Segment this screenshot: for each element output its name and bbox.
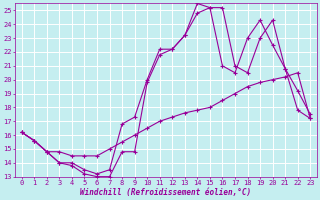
X-axis label: Windchill (Refroidissement éolien,°C): Windchill (Refroidissement éolien,°C) bbox=[80, 188, 252, 197]
